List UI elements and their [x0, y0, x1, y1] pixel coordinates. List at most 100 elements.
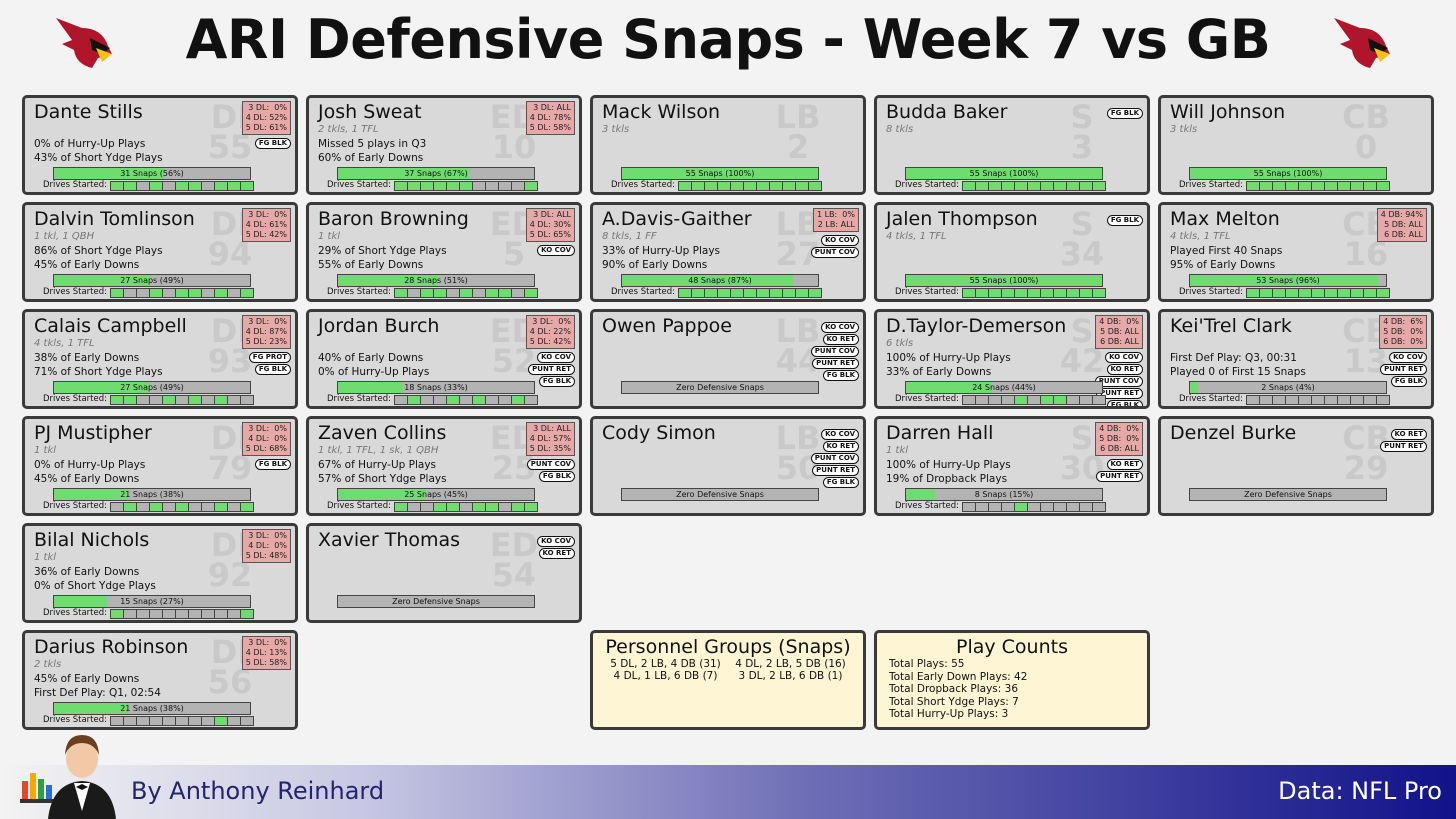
drive-cell — [499, 289, 512, 297]
drive-cell — [1247, 182, 1260, 190]
number-watermark: 94 — [207, 235, 253, 273]
drives-row — [962, 181, 1106, 191]
special-teams-tag: KO COV — [537, 536, 575, 547]
breakdown-row: 4 DB: 94% — [1380, 210, 1423, 219]
drive-cell — [137, 610, 150, 618]
position-watermark: S — [1070, 205, 1094, 243]
note-line: Missed 5 plays in Q3 — [318, 138, 427, 150]
snap-fill — [906, 382, 993, 393]
position-watermark: S — [1070, 98, 1094, 136]
player-card: ED 54 Xavier Thomas KO COV KO RET Zero Defens… — [306, 523, 582, 623]
drive-cell — [150, 503, 163, 511]
breakdown-row: 4 DL: 61% — [245, 220, 287, 229]
player-card: LB 50 Cody Simon KO COV KO RET PUNT COV PUNT R… — [590, 416, 866, 516]
front-breakdown: 4 DB: 0% 5 DB: 0% 6 DB: ALL — [1095, 422, 1143, 456]
note-line: 57% of Short Ydge Plays — [318, 473, 447, 485]
snap-bar: 55 Snaps (100%) — [905, 274, 1103, 287]
drive-cell — [228, 289, 241, 297]
breakdown-row: 4 DL: 52% — [245, 113, 287, 122]
note-line: 100% of Hurry-Up Plays — [886, 352, 1011, 364]
drive-cell — [408, 396, 421, 404]
special-teams-tag: PUNT COV — [810, 247, 859, 258]
player-name: Dante Stills — [34, 101, 143, 123]
drive-cell — [137, 396, 150, 404]
drive-cell — [1299, 289, 1312, 297]
snap-label: 55 Snaps (100%) — [685, 169, 755, 178]
player-name: Max Melton — [1170, 208, 1280, 230]
special-teams-tag: FG BLK — [254, 138, 291, 149]
snap-bar: 37 Snaps (67%) — [337, 167, 535, 180]
snap-label: Zero Defensive Snaps — [392, 597, 480, 606]
special-teams-tags: FG BLK — [1106, 108, 1143, 119]
drive-cell — [241, 396, 253, 404]
drive-cell — [395, 289, 408, 297]
special-teams-tags: FG BLK — [254, 138, 291, 149]
drives-label: Drives Started: — [894, 501, 959, 511]
breakdown-row: 3 DL: ALL — [533, 210, 571, 219]
position-watermark: LB — [775, 205, 821, 243]
drive-cell — [1093, 396, 1105, 404]
note-line: 38% of Early Downs — [34, 352, 140, 364]
drive-cell — [124, 610, 137, 618]
drive-cell — [473, 182, 486, 190]
special-teams-tag: FG BLK — [1106, 215, 1143, 226]
drive-cell — [963, 396, 976, 404]
drive-cell — [202, 289, 215, 297]
snap-label: 21 Snaps (38%) — [120, 704, 184, 713]
drive-cell — [137, 289, 150, 297]
snap-label: 55 Snaps (100%) — [1253, 169, 1323, 178]
note-line: 40% of Early Downs — [318, 352, 424, 364]
drive-cell — [189, 289, 202, 297]
drive-cell — [1028, 289, 1041, 297]
breakdown-row: 2 LB: ALL — [817, 220, 855, 229]
drive-cell — [189, 610, 202, 618]
drive-cell — [1260, 182, 1273, 190]
note-line: 95% of Early Downs — [1170, 259, 1276, 271]
drives-label: Drives Started: — [894, 394, 959, 404]
drive-cell — [705, 182, 718, 190]
drive-cell — [395, 503, 408, 511]
drive-cell — [1377, 289, 1389, 297]
special-teams-tag: FG BLK — [1106, 108, 1143, 119]
note-line: 60% of Early Downs — [318, 152, 424, 164]
snap-bar: 15 Snaps (27%) — [53, 595, 251, 608]
breakdown-row: 5 DL: 61% — [245, 123, 287, 132]
snap-label: 24 Snaps (44%) — [972, 383, 1036, 392]
special-teams-tag: PUNT RET — [812, 465, 859, 476]
snap-label: 27 Snaps (49%) — [120, 276, 184, 285]
front-breakdown: 3 DL: 0% 4 DL: 61% 5 DL: 42% — [241, 208, 291, 242]
drive-cell — [1325, 289, 1338, 297]
number-watermark: 56 — [207, 663, 253, 701]
player-card: DI 92 Bilal Nichols 1 tkl 36% of Early Downs… — [22, 523, 298, 623]
front-breakdown: 3 DL: 0% 4 DL: 22% 5 DL: 42% — [525, 315, 575, 349]
drive-cell — [163, 717, 176, 725]
drive-cell — [241, 717, 253, 725]
stat-line: 3 tkls — [602, 124, 630, 135]
drive-cell — [202, 182, 215, 190]
breakdown-row: 5 DL: 65% — [529, 230, 571, 239]
note-line: 45% of Early Downs — [34, 259, 140, 271]
drive-cell — [1041, 396, 1054, 404]
drive-cell — [124, 289, 137, 297]
drives-row — [110, 716, 254, 726]
drive-cell — [1002, 503, 1015, 511]
drives-label: Drives Started: — [326, 394, 391, 404]
player-name: Darius Robinson — [34, 636, 189, 658]
player-card: DI 93 Calais Campbell 4 tkls, 1 TFL 38% of E… — [22, 309, 298, 409]
drive-cell — [408, 182, 421, 190]
drive-cell — [1325, 396, 1338, 404]
drive-cell — [1312, 396, 1325, 404]
number-watermark: 5 — [502, 235, 526, 273]
breakdown-row: 4 DL: 0% — [248, 434, 287, 443]
drive-cell — [1080, 182, 1093, 190]
special-teams-tag: FG BLK — [822, 477, 859, 488]
special-teams-tag: KO COV — [821, 429, 859, 440]
drive-cell — [150, 182, 163, 190]
stat-line: 4 tkls, 1 TFL — [34, 338, 95, 349]
drive-cell — [434, 182, 447, 190]
snap-fill — [622, 275, 793, 286]
drive-cell — [1351, 396, 1364, 404]
play-count-row: Total Dropback Plays: 36 — [889, 683, 1019, 695]
snap-bar: Zero Defensive Snaps — [621, 488, 819, 501]
